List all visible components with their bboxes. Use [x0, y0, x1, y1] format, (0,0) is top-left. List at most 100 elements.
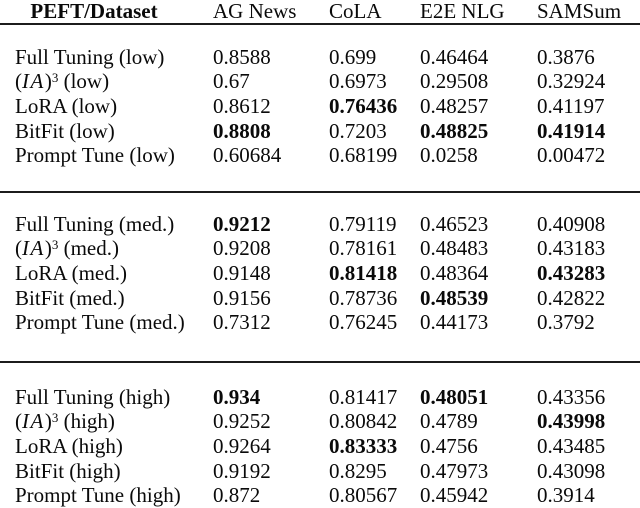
value-cell: 0.46523 — [420, 211, 489, 236]
value-cell: 0.76436 — [329, 93, 398, 118]
ia3-superscript: 3 — [51, 70, 59, 86]
value-cell: 0.32924 — [537, 69, 606, 94]
value-cell: 0.3914 — [537, 483, 595, 508]
value-cell: 0.4789 — [420, 409, 478, 434]
row-label: LoRA (high) — [15, 433, 123, 458]
value-cell: 0.934 — [213, 384, 261, 409]
table-row: Prompt Tune (low) 0.60684 0.68199 0.0258 0.0… — [0, 143, 640, 168]
ia3-math-symbol: IA — [22, 69, 45, 94]
table-row: (IA)3 (high) 0.9252 0.80842 0.4789 0.43998 — [0, 410, 640, 435]
value-cell: 0.80842 — [329, 409, 398, 434]
value-cell: 0.48483 — [420, 236, 489, 261]
value-cell: 0.8612 — [213, 93, 271, 118]
value-cell: 0.9264 — [213, 433, 271, 458]
value-cell: 0.9156 — [213, 285, 271, 310]
value-cell: 0.81417 — [329, 384, 398, 409]
value-cell: 0.76245 — [329, 310, 398, 335]
table-header-row: PEFT/Dataset AG News CoLA E2E NLG SAMSum — [0, 0, 640, 23]
value-cell: 0.43183 — [537, 236, 606, 261]
table-row: LoRA (med.) 0.9148 0.81418 0.48364 0.43283 — [0, 261, 640, 286]
header-rule — [0, 23, 640, 25]
column-header-peft-dataset: PEFT/Dataset — [30, 0, 158, 23]
value-cell: 0.83333 — [329, 433, 398, 458]
value-cell: 0.60684 — [213, 143, 282, 168]
value-cell: 0.48825 — [420, 118, 489, 143]
row-label: (IA)3 (high) — [15, 409, 115, 434]
value-cell: 0.42822 — [537, 285, 606, 310]
row-label: Prompt Tune (high) — [15, 483, 181, 508]
value-cell: 0.699 — [329, 44, 377, 69]
value-cell: 0.43098 — [537, 458, 606, 483]
table-row: LoRA (low) 0.8612 0.76436 0.48257 0.41197 — [0, 94, 640, 119]
value-cell: 0.9148 — [213, 260, 271, 285]
column-header-samsum: SAMSum — [537, 0, 622, 23]
table-section-med: Full Tuning (med.) 0.9212 0.79119 0.46523 0.… — [0, 212, 640, 335]
value-cell: 0.7312 — [213, 310, 271, 335]
value-cell: 0.872 — [213, 483, 261, 508]
value-cell: 0.43485 — [537, 433, 606, 458]
row-label: Prompt Tune (low) — [15, 143, 175, 168]
mid-rule-2 — [0, 361, 640, 363]
value-cell: 0.78736 — [329, 285, 398, 310]
table-row: Full Tuning (high) 0.934 0.81417 0.48051 0.4… — [0, 385, 640, 410]
column-header-cola: CoLA — [329, 0, 382, 23]
value-cell: 0.4756 — [420, 433, 478, 458]
value-cell: 0.8295 — [329, 458, 387, 483]
value-cell: 0.80567 — [329, 483, 398, 508]
ia3-superscript: 3 — [51, 410, 59, 426]
value-cell: 0.9208 — [213, 236, 271, 261]
value-cell: 0.46464 — [420, 44, 489, 69]
value-cell: 0.40908 — [537, 211, 606, 236]
ia3-math-symbol: IA — [22, 236, 45, 261]
column-header-e2e-nlg: E2E NLG — [420, 0, 505, 23]
table-row: Full Tuning (low) 0.8588 0.699 0.46464 0.387… — [0, 45, 640, 70]
ia3-math-symbol: IA — [22, 409, 45, 434]
value-cell: 0.3792 — [537, 310, 595, 335]
column-header-ag-news: AG News — [213, 0, 297, 23]
row-label: Full Tuning (high) — [15, 384, 171, 409]
table-row: BitFit (high) 0.9192 0.8295 0.47973 0.43098 — [0, 459, 640, 484]
value-cell: 0.48364 — [420, 260, 489, 285]
value-cell: 0.81418 — [329, 260, 398, 285]
value-cell: 0.43283 — [537, 260, 606, 285]
table-row: LoRA (high) 0.9264 0.83333 0.4756 0.43485 — [0, 434, 640, 459]
value-cell: 0.45942 — [420, 483, 489, 508]
value-cell: 0.3876 — [537, 44, 595, 69]
row-label: BitFit (low) — [15, 118, 115, 143]
row-label: Prompt Tune (med.) — [15, 310, 185, 335]
table-row: Prompt Tune (med.) 0.7312 0.76245 0.44173 0.… — [0, 310, 640, 335]
value-cell: 0.7203 — [329, 118, 387, 143]
value-cell: 0.8808 — [213, 118, 271, 143]
value-cell: 0.29508 — [420, 69, 489, 94]
value-cell: 0.9192 — [213, 458, 271, 483]
row-label: BitFit (high) — [15, 458, 121, 483]
row-label: (IA)3 (low) — [15, 69, 110, 94]
row-label: (IA)3 (med.) — [15, 236, 119, 261]
value-cell: 0.67 — [213, 69, 250, 94]
value-cell: 0.00472 — [537, 143, 606, 168]
row-label: LoRA (low) — [15, 93, 118, 118]
row-label: Full Tuning (low) — [15, 44, 165, 69]
value-cell: 0.79119 — [329, 211, 397, 236]
value-cell: 0.68199 — [329, 143, 398, 168]
row-label: LoRA (med.) — [15, 260, 127, 285]
ia3-superscript: 3 — [51, 237, 59, 253]
value-cell: 0.8588 — [213, 44, 271, 69]
value-cell: 0.0258 — [420, 143, 478, 168]
value-cell: 0.9212 — [213, 211, 271, 236]
table-row: Full Tuning (med.) 0.9212 0.79119 0.46523 0.… — [0, 212, 640, 237]
value-cell: 0.43356 — [537, 384, 606, 409]
value-cell: 0.43998 — [537, 409, 606, 434]
mid-rule-1 — [0, 191, 640, 193]
value-cell: 0.41197 — [537, 93, 605, 118]
value-cell: 0.44173 — [420, 310, 489, 335]
row-label: Full Tuning (med.) — [15, 211, 175, 236]
table-row: (IA)3 (med.) 0.9208 0.78161 0.48483 0.43183 — [0, 237, 640, 262]
value-cell: 0.48257 — [420, 93, 489, 118]
value-cell: 0.47973 — [420, 458, 489, 483]
table-section-low: Full Tuning (low) 0.8588 0.699 0.46464 0.387… — [0, 45, 640, 168]
table-row: (IA)3 (low) 0.67 0.6973 0.29508 0.32924 — [0, 70, 640, 95]
table-section-high: Full Tuning (high) 0.934 0.81417 0.48051 0.4… — [0, 385, 640, 508]
value-cell: 0.6973 — [329, 69, 387, 94]
value-cell: 0.9252 — [213, 409, 271, 434]
